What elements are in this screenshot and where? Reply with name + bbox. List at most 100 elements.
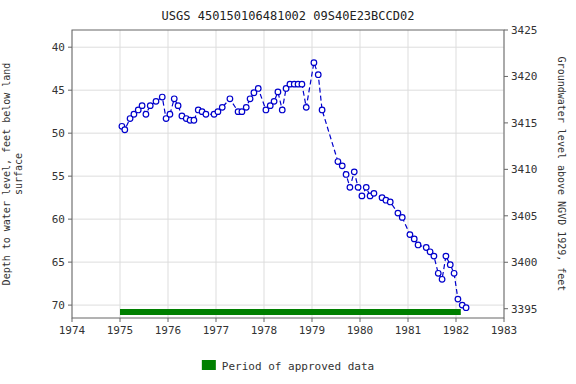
tick-y [68,305,72,306]
series-marker [399,215,405,221]
y-axis-label: Depth to water level, feet below landsur… [1,63,24,286]
tick-y2 [504,122,508,123]
tick-x [312,318,313,322]
series-marker [279,107,285,113]
legend: Period of approved data [202,360,374,373]
series-marker [447,262,453,268]
grid-line-y [72,262,504,263]
grid-line-x [264,30,265,318]
tick-label-x: 1975 [107,324,134,337]
series-marker [247,96,253,102]
series-marker [122,127,128,133]
tick-label-y: 70 [52,299,65,312]
series-marker [227,96,233,102]
tick-label-y2: 3410 [511,163,538,176]
approved-period-bar [120,309,461,315]
y-axis-label-line: surface [13,153,24,195]
series-marker [443,253,449,259]
tick-y [68,90,72,91]
series-marker [159,94,165,100]
tick-y [68,176,72,177]
tick-x [216,318,217,322]
legend-swatch [202,360,216,370]
tick-x [408,318,409,322]
tick-y2 [504,262,508,263]
tick-x [264,318,265,322]
series-marker [363,185,369,191]
series-marker [355,185,361,191]
series-marker [255,86,261,92]
series-marker [439,277,445,283]
series-marker [303,105,309,111]
tick-label-y: 65 [52,256,65,269]
tick-label-x: 1981 [395,324,422,337]
series-marker [431,253,437,259]
grid-line-x [168,30,169,318]
tick-y [68,47,72,48]
series-marker [411,236,417,242]
tick-label-x: 1980 [347,324,374,337]
chart: 1974 1975 1976 1977 1978 1979 1980 1981 1982 1983… [0,0,576,384]
grid [72,30,504,318]
tick-label-y2: 3400 [511,256,538,269]
series-marker [451,270,457,276]
series-marker [171,96,177,102]
series-marker [319,107,325,113]
tick-label-y: 60 [52,213,65,226]
series-line [122,63,466,308]
grid-line-y [72,47,504,48]
tick-x [120,318,121,322]
grid-line-y [72,176,504,177]
tick-label-y: 50 [52,127,65,140]
series-marker [351,169,357,175]
series-marker [339,163,345,169]
tick-x [504,318,505,322]
tick-label-y2: 3395 [511,303,538,316]
series-marker [455,296,461,302]
tick-y [68,219,72,220]
tick-label-y: 45 [52,84,65,97]
tick-x [360,318,361,322]
grid-line-y [72,219,504,220]
tick-x [456,318,457,322]
tick-label-x: 1982 [443,324,470,337]
y2-axis-label: Groundwater level above NGVD 1929, feet [556,57,567,292]
grid-line-y [72,133,504,134]
series-marker [219,105,225,111]
series-marker [191,117,197,123]
axes: 1974 1975 1976 1977 1978 1979 1980 1981 1982 1983… [52,24,538,337]
series-marker [153,99,159,105]
series-marker [435,270,441,276]
series-marker [143,111,149,117]
tick-label-x: 1979 [299,324,326,337]
tick-y2 [504,30,508,31]
tick-label-x: 1983 [491,324,518,337]
series-marker [167,111,173,117]
tick-label-x: 1976 [155,324,182,337]
tick-label-x: 1977 [203,324,230,337]
tick-y2 [504,215,508,216]
grid-line-x [120,30,121,318]
tick-label-x: 1978 [251,324,278,337]
tick-x [168,318,169,322]
series-marker [271,99,277,105]
tick-y [68,262,72,263]
tick-y2 [504,76,508,77]
series-marker [147,103,153,109]
tick-label-y: 40 [52,41,65,54]
series-marker [387,199,393,205]
plot-area [119,60,469,315]
series-marker [359,193,365,199]
tick-y2 [504,308,508,309]
series-marker [415,242,421,248]
y-axis-label-line: Depth to water level, feet below land [1,63,12,286]
series-marker [463,305,469,311]
tick-y [68,133,72,134]
legend-label: Period of approved data [222,360,374,373]
grid-line-x [408,30,409,318]
tick-label-y2: 3415 [511,117,538,130]
tick-label-y: 55 [52,170,65,183]
tick-label-x: 1974 [59,324,86,337]
tick-x [72,318,73,322]
series-marker [347,185,353,191]
